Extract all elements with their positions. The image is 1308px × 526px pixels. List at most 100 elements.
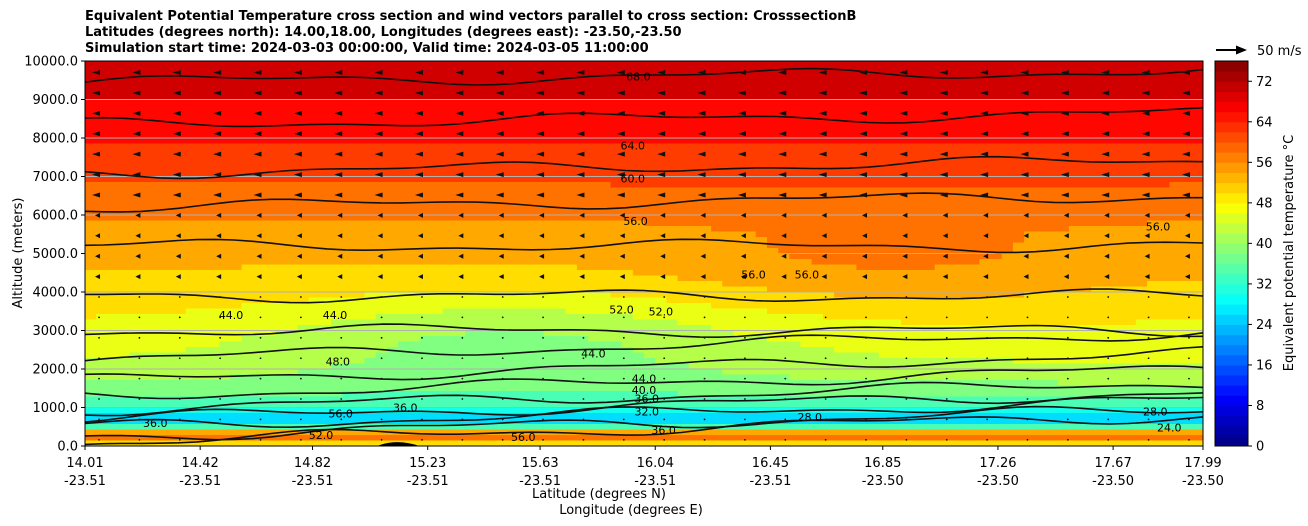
field-cell bbox=[1113, 121, 1126, 128]
field-cell bbox=[364, 99, 377, 106]
field-cell bbox=[1180, 138, 1193, 145]
field-cell bbox=[990, 319, 1003, 326]
field-cell bbox=[107, 94, 120, 101]
field-cell bbox=[834, 215, 846, 222]
field-cell bbox=[375, 116, 388, 123]
field-cell bbox=[878, 264, 891, 271]
field-cell bbox=[688, 116, 701, 123]
field-cell bbox=[453, 292, 466, 299]
field-cell bbox=[945, 281, 958, 288]
field-cell bbox=[174, 248, 187, 255]
field-cell bbox=[878, 253, 891, 260]
field-cell bbox=[275, 187, 287, 194]
field-cell bbox=[1035, 253, 1048, 260]
field-cell bbox=[789, 83, 802, 90]
field-cell bbox=[889, 61, 902, 68]
field-cell bbox=[185, 242, 198, 249]
field-cell bbox=[509, 226, 522, 233]
field-cell bbox=[1113, 83, 1126, 90]
field-cell bbox=[263, 121, 276, 128]
field-cell bbox=[1080, 308, 1092, 315]
field-cell bbox=[912, 182, 925, 189]
field-cell bbox=[912, 275, 925, 282]
field-cell bbox=[979, 143, 992, 150]
field-cell bbox=[185, 248, 198, 255]
field-cell bbox=[196, 226, 209, 233]
field-cell bbox=[152, 105, 164, 112]
field-cell bbox=[856, 72, 869, 79]
field-cell bbox=[699, 264, 712, 271]
field-cell bbox=[711, 297, 723, 304]
field-cell bbox=[554, 66, 567, 73]
field-cell bbox=[1158, 193, 1171, 200]
field-cell bbox=[129, 61, 142, 68]
field-cell bbox=[286, 94, 299, 101]
field-cell bbox=[241, 330, 254, 337]
field-cell bbox=[152, 204, 164, 211]
field-cell bbox=[129, 121, 142, 128]
field-cell bbox=[677, 220, 690, 227]
field-cell bbox=[621, 143, 634, 150]
field-cell bbox=[207, 215, 220, 222]
field-cell bbox=[386, 226, 399, 233]
field-cell bbox=[744, 171, 757, 178]
field-cell bbox=[1180, 275, 1193, 282]
field-cell bbox=[342, 319, 354, 326]
field-cell bbox=[644, 176, 656, 183]
field-cell bbox=[621, 209, 634, 216]
field-cell bbox=[1147, 72, 1159, 79]
field-cell bbox=[487, 121, 500, 128]
field-cell bbox=[398, 99, 410, 106]
field-cell bbox=[644, 308, 656, 315]
field-cell bbox=[275, 182, 287, 189]
field-cell bbox=[610, 182, 623, 189]
field-cell bbox=[1035, 61, 1048, 68]
field-cell bbox=[140, 77, 153, 84]
field-cell bbox=[979, 77, 992, 84]
field-cell bbox=[174, 264, 187, 271]
field-cell bbox=[834, 270, 846, 277]
field-cell bbox=[386, 198, 399, 205]
field-cell bbox=[722, 171, 735, 178]
field-cell bbox=[811, 138, 824, 145]
field-cell bbox=[711, 94, 723, 101]
field-cell bbox=[1169, 187, 1182, 194]
field-cell bbox=[453, 72, 466, 79]
field-cell bbox=[766, 99, 779, 106]
field-cell bbox=[878, 127, 891, 134]
field-cell bbox=[1024, 94, 1036, 101]
field-cell bbox=[755, 242, 768, 249]
field-cell bbox=[342, 275, 354, 282]
field-cell bbox=[196, 275, 209, 282]
field-cell bbox=[509, 61, 522, 68]
field-cell bbox=[241, 110, 254, 117]
field-cell bbox=[610, 248, 623, 255]
field-cell bbox=[968, 220, 980, 227]
field-cell bbox=[1024, 105, 1036, 112]
field-cell bbox=[465, 88, 477, 95]
field-cell bbox=[755, 160, 768, 167]
field-cell bbox=[129, 176, 142, 183]
field-cell bbox=[901, 209, 913, 216]
field-cell bbox=[1147, 160, 1159, 167]
field-cell bbox=[1191, 138, 1203, 145]
field-cell bbox=[811, 72, 824, 79]
field-cell bbox=[711, 61, 723, 68]
field-cell bbox=[889, 259, 902, 266]
field-cell bbox=[219, 110, 231, 117]
field-cell bbox=[588, 160, 600, 167]
field-cell bbox=[420, 127, 433, 134]
field-cell bbox=[118, 143, 131, 150]
field-cell bbox=[588, 237, 600, 244]
field-cell bbox=[330, 253, 343, 260]
field-cell bbox=[1012, 105, 1025, 112]
field-cell bbox=[957, 182, 969, 189]
field-cell bbox=[1024, 110, 1036, 117]
field-cell bbox=[666, 66, 679, 73]
field-cell bbox=[744, 314, 757, 321]
field-cell bbox=[409, 138, 421, 145]
field-cell bbox=[1068, 138, 1081, 145]
field-cell bbox=[688, 215, 701, 222]
field-cell bbox=[297, 187, 310, 194]
field-cell bbox=[297, 330, 310, 337]
